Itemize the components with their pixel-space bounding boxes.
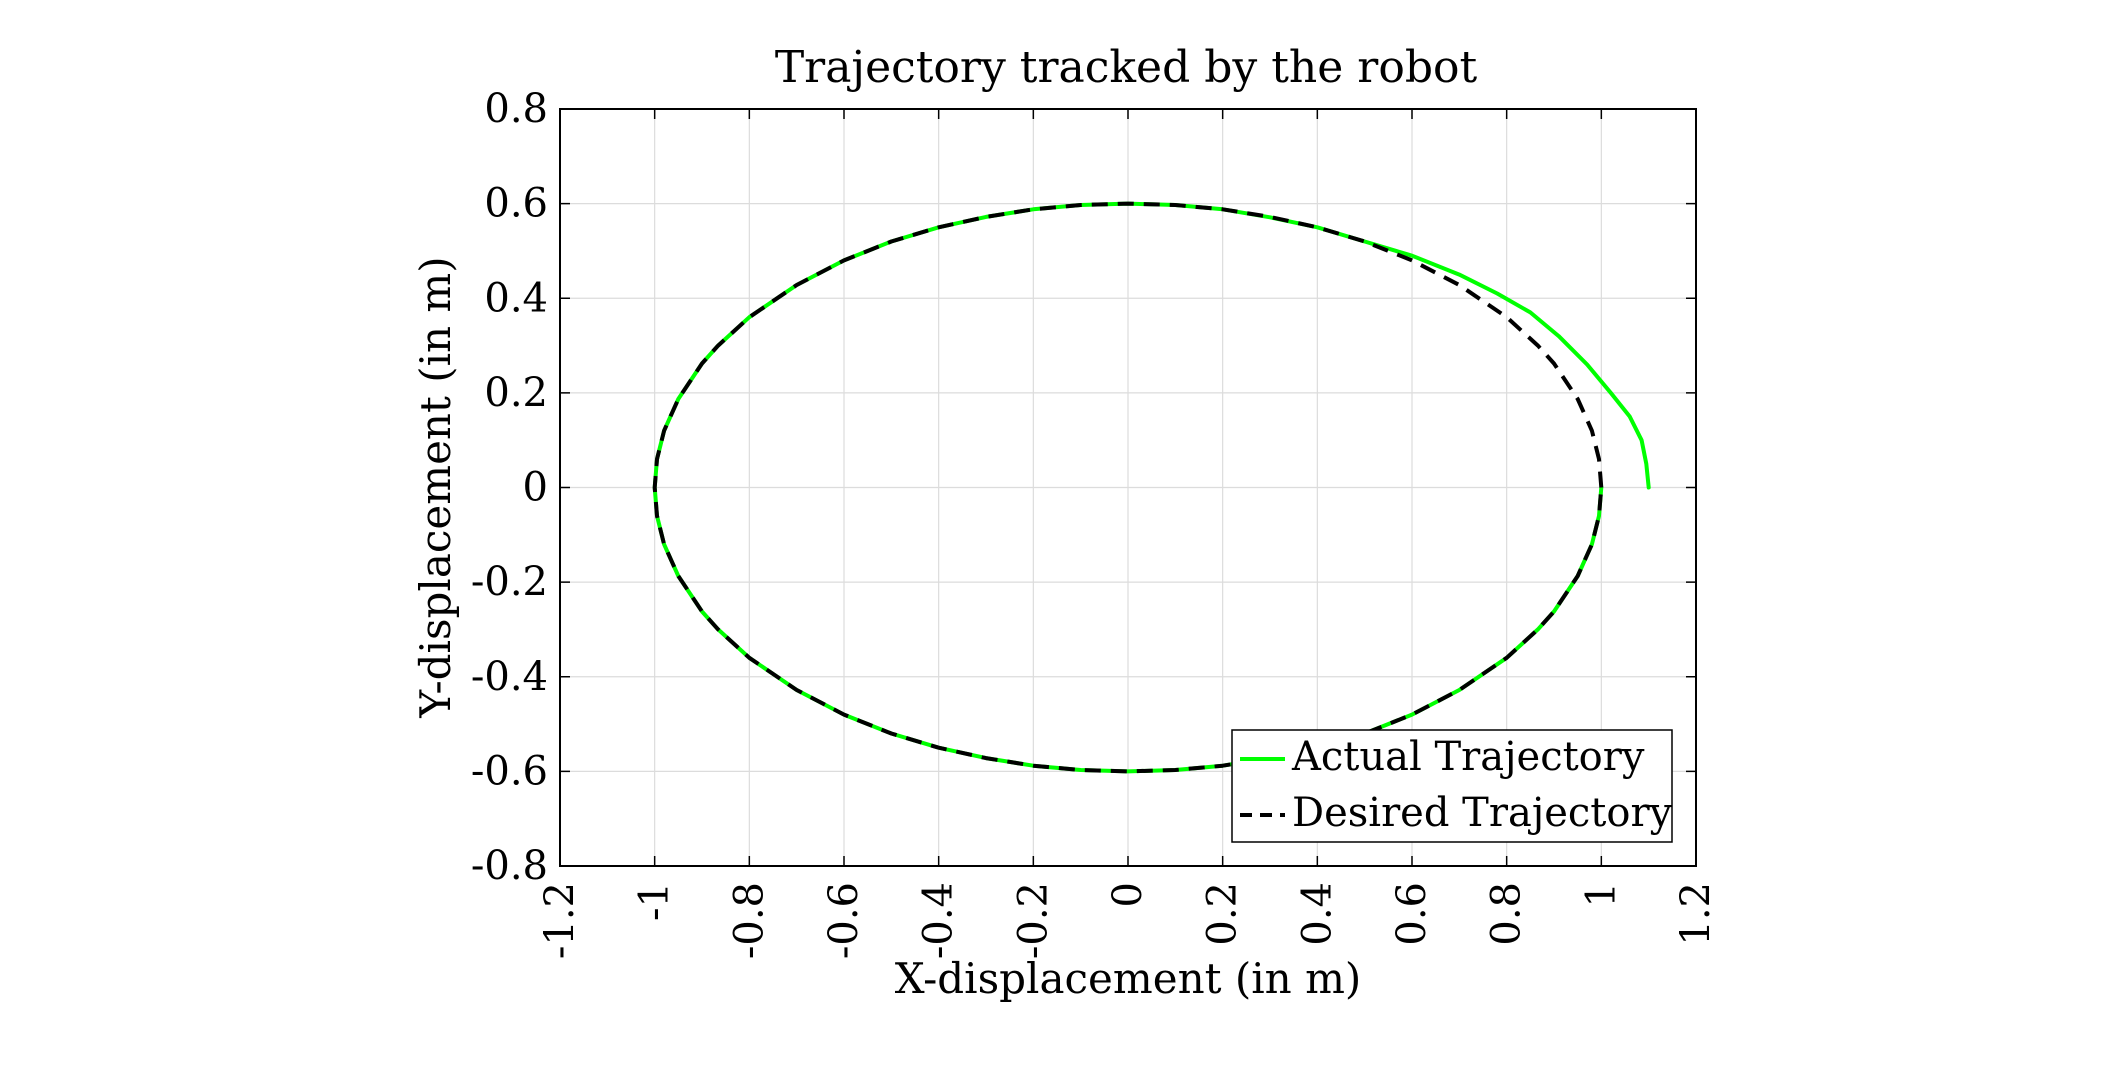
y-tick-label: 0.4 <box>484 275 548 321</box>
chart-title: Trajectory tracked by the robot <box>775 42 1478 93</box>
y-tick-label: -0.2 <box>471 559 548 605</box>
x-tick-label: 0 <box>1105 882 1151 907</box>
x-tick-label: 0.6 <box>1389 882 1435 946</box>
y-tick-label: -0.6 <box>471 748 548 794</box>
x-tick-label: 0.2 <box>1200 882 1246 946</box>
y-tick-label: 0 <box>523 465 548 511</box>
x-axis-label: X-displacement (in m) <box>895 954 1362 1003</box>
legend-label-desired: Desired Trajectory <box>1292 790 1673 836</box>
x-tick-label: -1.2 <box>537 882 583 959</box>
legend-box <box>1231 729 1673 843</box>
legend-label-actual: Actual Trajectory <box>1291 734 1645 780</box>
x-tick-label: 0.8 <box>1484 882 1530 946</box>
y-tick-label: -0.4 <box>471 654 548 700</box>
x-tick-label: -0.6 <box>821 882 867 959</box>
y-tick-label: 0.2 <box>484 370 548 416</box>
legend: Actual Trajectory Desired Trajectory <box>1231 729 1673 843</box>
y-tick-label: 0.8 <box>484 86 548 132</box>
y-axis-label: Y-displacement (in m) <box>411 256 460 718</box>
x-tick-label: 1 <box>1578 882 1624 907</box>
x-tick-label: -0.2 <box>1010 882 1056 959</box>
y-tick-label: -0.8 <box>471 843 548 889</box>
x-tick-label: -0.4 <box>916 882 962 959</box>
x-tick-label: 0.4 <box>1294 882 1340 946</box>
axis-ticks: -1.2 -1 -0.8 -0.6 -0.4 -0.2 0 0.2 0.4 0.6 0.8 1 1.2 0… <box>471 86 1719 959</box>
y-tick-label: 0.6 <box>484 181 548 227</box>
x-tick-label: -1 <box>632 882 678 921</box>
x-tick-label: -0.8 <box>726 882 772 959</box>
x-tick-label: 1.2 <box>1673 882 1719 946</box>
